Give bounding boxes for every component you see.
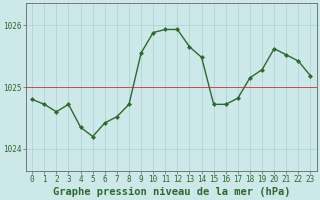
X-axis label: Graphe pression niveau de la mer (hPa): Graphe pression niveau de la mer (hPa) [52, 186, 290, 197]
